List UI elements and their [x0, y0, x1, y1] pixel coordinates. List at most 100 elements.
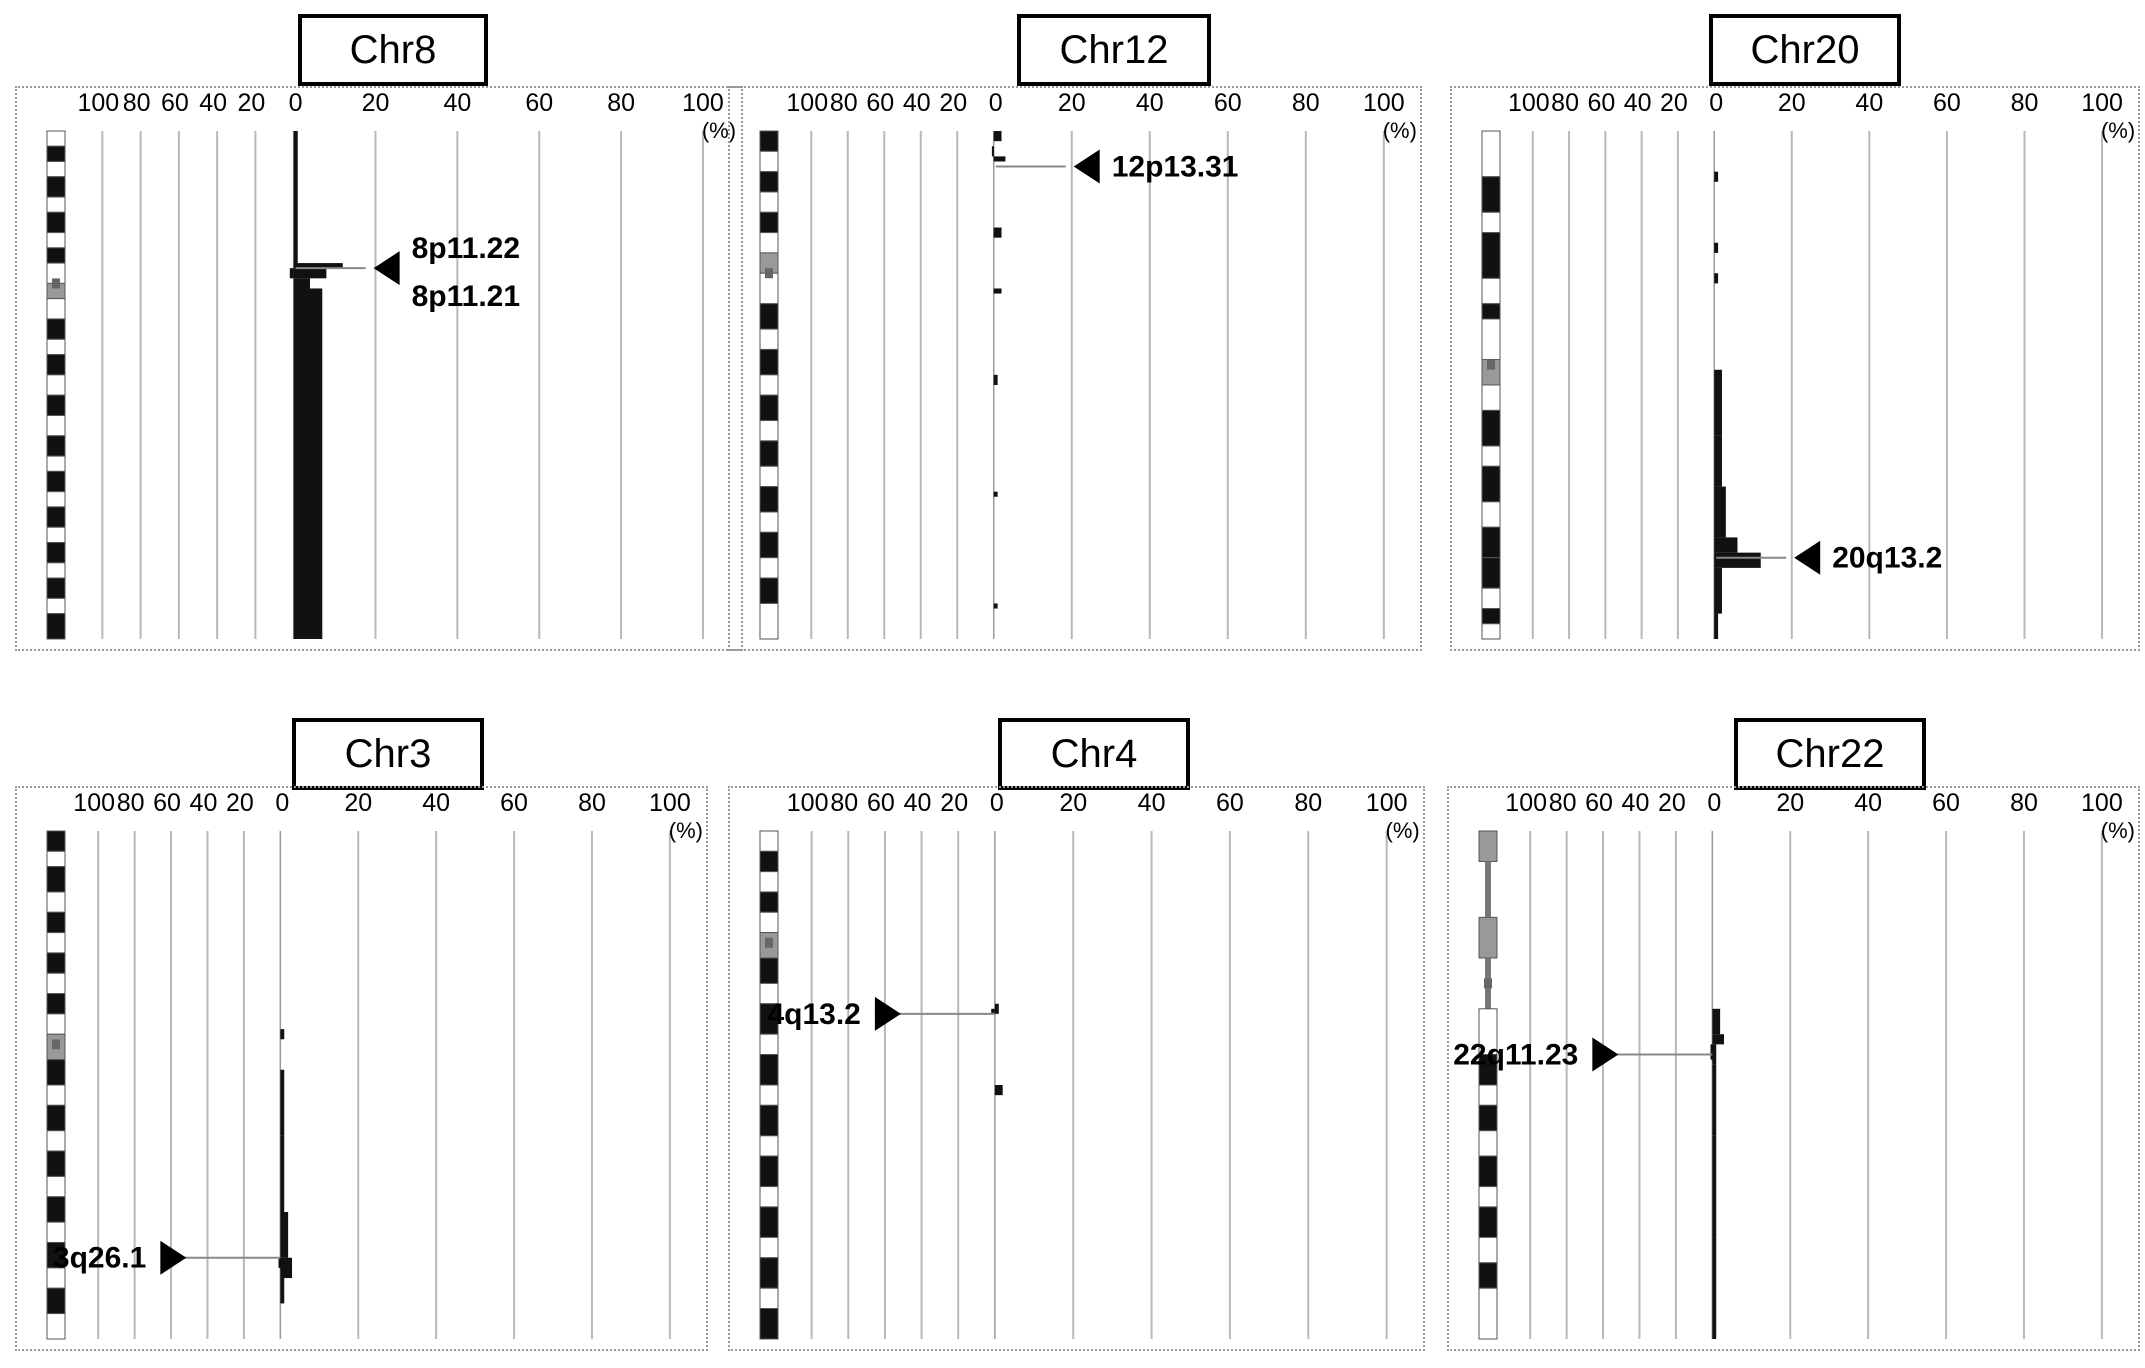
- ideogram-band: [759, 830, 779, 852]
- marker-arrow: [160, 1240, 187, 1275]
- centromere: [765, 268, 773, 279]
- ideogram-band: [759, 1287, 779, 1310]
- tick-label: 40: [199, 89, 227, 117]
- ideogram-band: [46, 952, 66, 974]
- ideogram-band: [759, 1104, 779, 1137]
- ideogram-band: [46, 394, 66, 416]
- ideogram-band: [46, 1196, 66, 1223]
- gain-bar: [1714, 567, 1722, 614]
- chart-title: Chr22: [1734, 718, 1926, 790]
- tick-label: 20: [1778, 89, 1806, 117]
- ideogram-band: [759, 440, 779, 467]
- ideogram-band: [46, 577, 66, 599]
- ideogram-band: [1478, 1287, 1498, 1340]
- gain-bar: [994, 1003, 999, 1014]
- chart-title: Chr20: [1709, 14, 1901, 86]
- tick-label: 60: [153, 789, 181, 817]
- tick-label: 0: [990, 789, 1004, 817]
- ideogram-band: [759, 871, 779, 893]
- ideogram-band: [46, 1287, 66, 1315]
- ideogram-band: [46, 993, 66, 1015]
- gain-bar: [1712, 1044, 1717, 1065]
- tick-label: 0: [275, 789, 289, 817]
- ideogram-band: [46, 1084, 66, 1106]
- gain-bar: [994, 1085, 1003, 1096]
- gain-bar: [280, 1212, 289, 1258]
- ideogram-band: [759, 171, 779, 193]
- chromosome-ideogram: [46, 830, 66, 1340]
- tick-label: 20: [1660, 89, 1688, 117]
- chart-plot: 100 80 60 40 20 0 20 40 60 80 100(%)20q13.2: [1481, 89, 2135, 640]
- gain-bar: [993, 131, 1002, 142]
- ideogram-band: [759, 150, 779, 173]
- ideogram-band: [1478, 1130, 1498, 1157]
- gain-bar: [280, 1029, 285, 1040]
- ideogram-band: [46, 932, 66, 954]
- ideogram-band: [46, 338, 66, 356]
- tick-label: 80: [607, 89, 635, 117]
- gain-bar: [293, 278, 311, 289]
- gain-bar: [1714, 273, 1719, 284]
- unit-label: (%): [702, 118, 736, 143]
- tick-label: 40: [422, 789, 450, 817]
- gain-bar: [1714, 171, 1719, 182]
- gain-bar: [1714, 385, 1722, 436]
- tick-label: 20: [226, 789, 254, 817]
- ideogram-band: [759, 232, 779, 254]
- ideogram-band: [1478, 916, 1498, 959]
- chart-frame: [15, 786, 708, 1351]
- gain-bar: [280, 1278, 285, 1304]
- tick-label: 100: [649, 789, 691, 817]
- gain-bar: [993, 227, 1002, 238]
- ideogram-band: [46, 145, 66, 162]
- gain-bar: [293, 131, 298, 264]
- ideogram-band: [759, 511, 779, 533]
- ideogram-band: [1478, 1236, 1498, 1264]
- ideogram-band: [46, 1104, 66, 1132]
- ideogram-band: [759, 420, 779, 442]
- ideogram-band: [46, 354, 66, 376]
- tick-label: 60: [525, 89, 553, 117]
- ideogram-band: [1478, 830, 1498, 862]
- ideogram-band: [759, 348, 779, 376]
- ideogram-band: [759, 394, 779, 422]
- centromere: [52, 1039, 60, 1050]
- chromosome-ideogram: [759, 830, 779, 1340]
- ideogram-band: [759, 1155, 779, 1188]
- tick-label: 40: [1855, 89, 1883, 117]
- ideogram-band: [46, 176, 66, 198]
- tick-label: 100: [78, 89, 120, 117]
- chart-title: Chr3: [292, 718, 484, 790]
- ideogram-band: [46, 891, 66, 913]
- chromosome-ideogram: [1481, 130, 1501, 640]
- ideogram-band: [1478, 1262, 1498, 1289]
- chart-frame: [1450, 86, 2140, 651]
- ideogram-band: [46, 130, 66, 147]
- gain-bar: [280, 1257, 293, 1279]
- tick-label: 100: [1505, 789, 1547, 817]
- tick-label: 60: [500, 789, 528, 817]
- gain-bar: [280, 1069, 285, 1136]
- ideogram-band: [46, 597, 66, 615]
- tick-label: 20: [940, 789, 968, 817]
- tick-label: 40: [1622, 789, 1650, 817]
- chart-frame: [728, 86, 1422, 651]
- ideogram-band: [759, 850, 779, 873]
- gain-bar: [1712, 1008, 1721, 1035]
- tick-label: 20: [1058, 89, 1086, 117]
- ideogram-band: [1481, 465, 1501, 503]
- tick-label: 80: [1549, 789, 1577, 817]
- ideogram-band: [46, 298, 66, 320]
- tick-label: 80: [830, 89, 858, 117]
- tick-label: 100: [73, 789, 115, 817]
- gain-bar: [1714, 435, 1722, 487]
- chart-plot: 100 80 60 40 20 0 20 40 60 80 100(%)12p13.31: [759, 89, 1417, 640]
- ideogram-band: [759, 1236, 779, 1259]
- tick-label: 20: [939, 89, 967, 117]
- band-marker: 12p13.31: [995, 149, 1239, 184]
- ideogram-band: [46, 247, 66, 264]
- ideogram-band: [1481, 445, 1501, 467]
- tick-label: 80: [2011, 89, 2039, 117]
- marker-arrow: [1073, 149, 1100, 184]
- ideogram-band: [46, 491, 66, 508]
